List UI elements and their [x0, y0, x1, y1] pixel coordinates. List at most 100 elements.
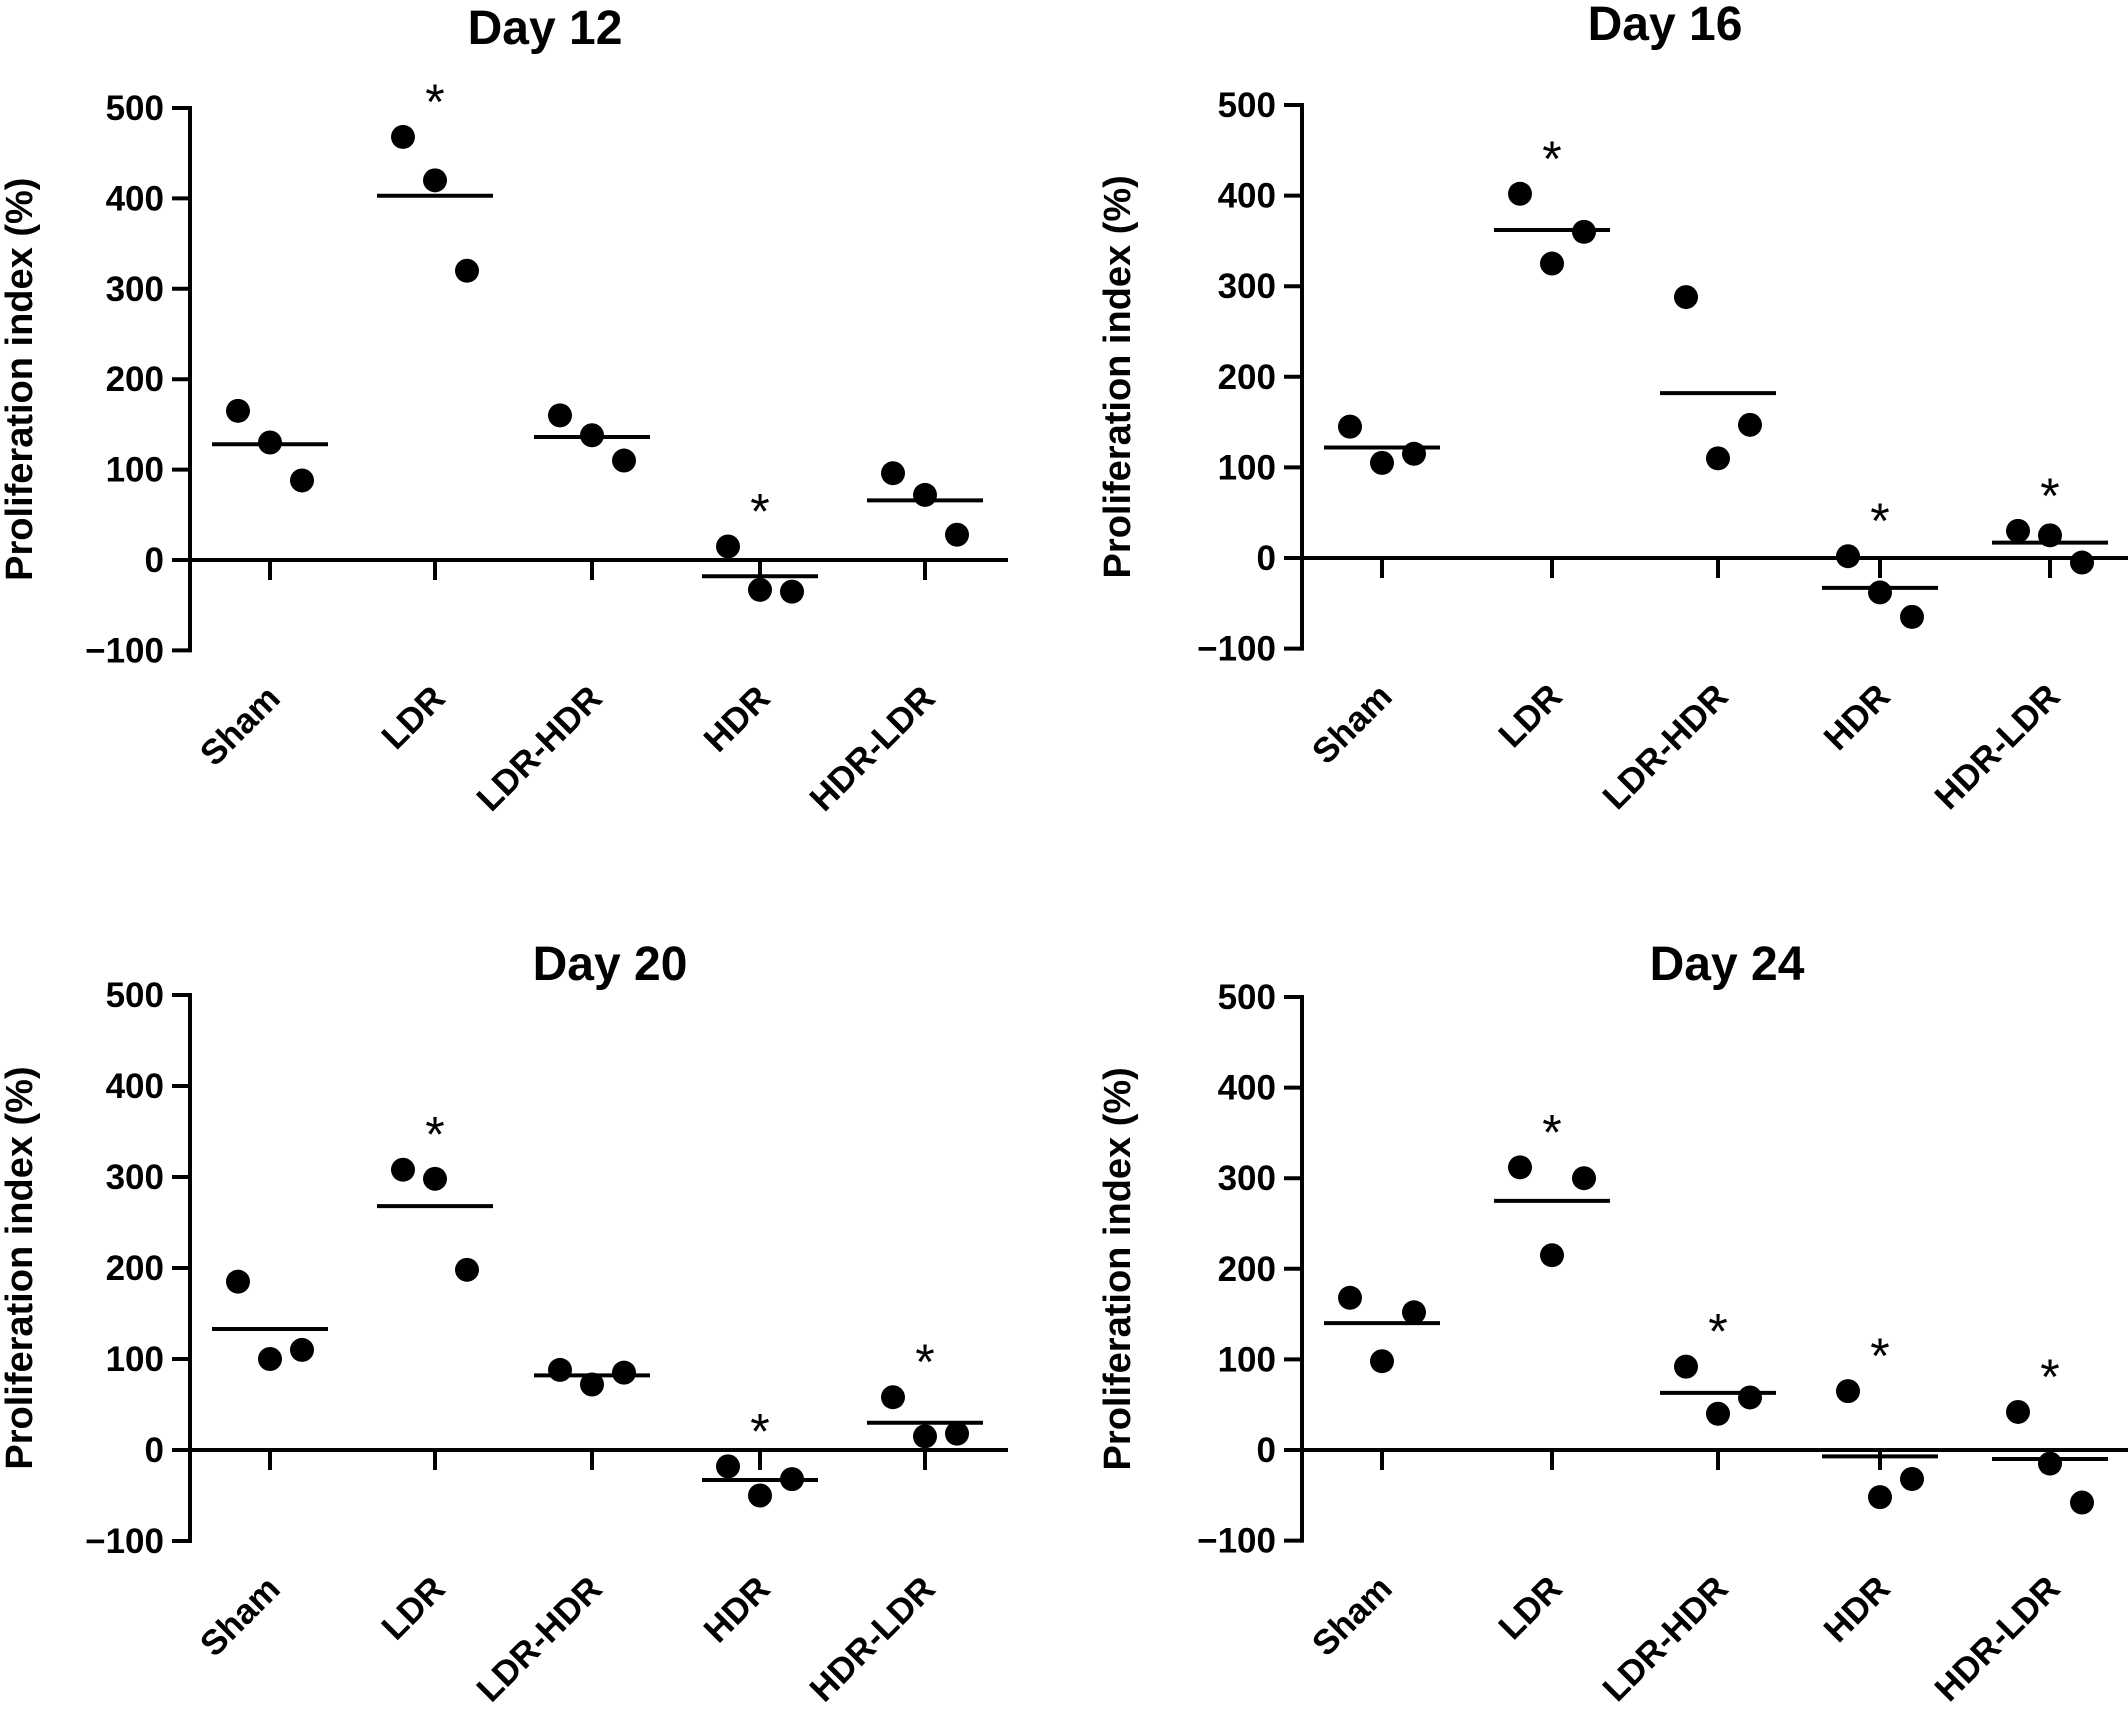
x-category-label: Sham — [193, 678, 288, 773]
significance-star: * — [1708, 1304, 1727, 1360]
y-axis-label: Proliferation index (%) — [0, 1066, 41, 1469]
data-point — [1900, 1466, 1924, 1491]
data-point — [1402, 1300, 1426, 1325]
x-category-label: HDR-LDR — [802, 678, 942, 818]
x-category-label: LDR-HDR — [1595, 677, 1735, 817]
y-tick-label: 200 — [1218, 358, 1276, 397]
data-point — [881, 461, 905, 486]
y-tick-label: −100 — [1197, 1522, 1276, 1561]
data-point — [1370, 450, 1394, 475]
data-point — [913, 482, 937, 507]
data-point — [548, 403, 572, 428]
y-tick-label: 400 — [1218, 1069, 1276, 1108]
data-point — [226, 1269, 250, 1294]
data-point — [580, 1372, 604, 1397]
data-point — [290, 1337, 314, 1362]
y-tick-label: 0 — [145, 541, 164, 580]
x-category-label: HDR-LDR — [1927, 677, 2067, 817]
data-point — [881, 1385, 905, 1410]
data-point — [1402, 441, 1426, 466]
y-tick-label: −100 — [85, 1522, 164, 1561]
panel-title: Day 20 — [533, 938, 688, 991]
y-tick-label: 500 — [1218, 86, 1276, 125]
data-point — [1338, 414, 1362, 439]
y-tick-label: 200 — [106, 1249, 164, 1288]
data-point — [391, 124, 415, 149]
x-category-label: LDR — [374, 1569, 452, 1647]
data-point — [290, 468, 314, 493]
x-category-label: HDR-LDR — [802, 1569, 942, 1709]
y-tick-label: 100 — [1218, 1340, 1276, 1379]
data-point — [548, 1357, 572, 1382]
data-point — [1674, 1354, 1698, 1379]
significance-star: * — [1542, 131, 1561, 187]
data-point — [945, 1421, 969, 1446]
x-category-label: LDR — [374, 678, 452, 756]
significance-star: * — [1542, 1104, 1561, 1160]
data-point — [1868, 580, 1892, 605]
x-category-label: HDR — [696, 678, 777, 759]
y-tick-label: 500 — [106, 89, 164, 128]
x-category-label: LDR — [1491, 677, 1569, 755]
data-point — [1540, 1243, 1564, 1268]
data-point — [2038, 1451, 2062, 1476]
x-category-label: LDR — [1491, 1569, 1569, 1647]
y-tick-label: 300 — [106, 1158, 164, 1197]
x-category-label: HDR — [1816, 677, 1897, 758]
significance-star: * — [425, 74, 444, 130]
x-category-label: Sham — [193, 1569, 288, 1664]
data-point — [391, 1157, 415, 1182]
data-point — [423, 168, 447, 193]
data-point — [716, 534, 740, 559]
y-tick-label: 400 — [1218, 177, 1276, 216]
data-point — [2006, 518, 2030, 543]
x-category-label: HDR-LDR — [1927, 1569, 2067, 1709]
y-tick-label: 200 — [106, 360, 164, 399]
data-point — [423, 1166, 447, 1191]
data-point — [455, 1257, 479, 1282]
data-point — [612, 448, 636, 473]
data-point — [945, 522, 969, 547]
y-tick-label: 0 — [145, 1431, 164, 1470]
y-axis-label: Proliferation index (%) — [1097, 1067, 1139, 1470]
significance-star: * — [1870, 493, 1889, 549]
data-point — [1836, 1379, 1860, 1404]
x-category-label: Sham — [1305, 677, 1400, 772]
data-point — [913, 1424, 937, 1449]
data-point — [1738, 412, 1762, 437]
y-tick-label: 0 — [1257, 539, 1276, 578]
y-tick-label: 100 — [1218, 448, 1276, 487]
data-point — [1900, 604, 1924, 629]
x-category-label: Sham — [1305, 1569, 1400, 1664]
significance-star: * — [915, 1334, 934, 1390]
data-point — [258, 1347, 282, 1371]
significance-star: * — [2040, 1349, 2059, 1405]
panel-title: Day 12 — [468, 2, 623, 55]
y-tick-label: −100 — [85, 631, 164, 670]
data-point — [1540, 251, 1564, 276]
y-tick-label: 300 — [106, 270, 164, 309]
significance-star: * — [750, 1403, 769, 1459]
data-point — [1508, 181, 1532, 206]
y-tick-label: 0 — [1257, 1431, 1276, 1470]
data-point — [748, 577, 772, 602]
significance-star: * — [425, 1107, 444, 1163]
data-point — [2006, 1399, 2030, 1424]
y-tick-label: 100 — [106, 1340, 164, 1379]
y-tick-label: 400 — [106, 1067, 164, 1106]
data-point — [1738, 1385, 1762, 1410]
significance-star: * — [2040, 468, 2059, 524]
significance-star: * — [1870, 1328, 1889, 1384]
data-point — [1836, 544, 1860, 569]
data-point — [1572, 1166, 1596, 1191]
x-category-label: LDR-HDR — [1595, 1569, 1735, 1709]
data-point — [780, 579, 804, 604]
y-tick-label: 100 — [106, 451, 164, 490]
x-category-label: LDR-HDR — [469, 678, 609, 818]
data-point — [748, 1483, 772, 1508]
data-point — [1370, 1349, 1394, 1374]
y-tick-label: 500 — [1218, 978, 1276, 1017]
y-axis-label: Proliferation index (%) — [1097, 175, 1139, 578]
data-point — [2070, 1490, 2094, 1515]
y-tick-label: 500 — [106, 976, 164, 1015]
